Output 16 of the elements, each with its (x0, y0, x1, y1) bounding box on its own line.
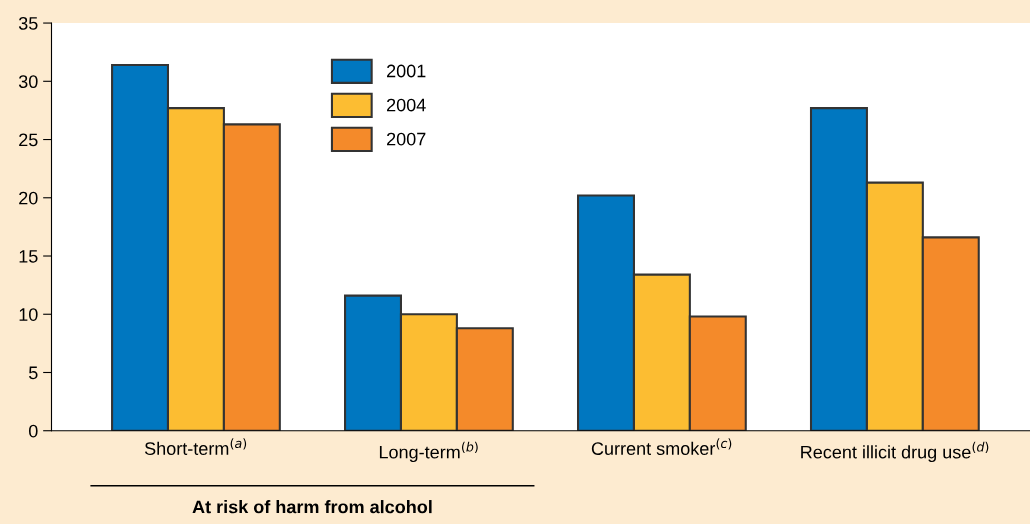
y-tick-label: 30 (18, 75, 38, 89)
x-tick-label: Short-term$^{(a)}$ (144, 438, 247, 455)
legend-label: 2001 (387, 64, 426, 78)
y-tick-label: 20 (19, 191, 38, 205)
legend-label: 2004 (387, 98, 426, 112)
legend-label: 2007 (387, 132, 426, 146)
y-tick-label: 15 (19, 250, 38, 263)
y-tick-label: 35 (18, 16, 38, 30)
text: At risk of harm from alcohol (192, 500, 432, 514)
y-tick-label: 10 (19, 308, 38, 321)
y-tick-label: 25 (19, 133, 38, 147)
x-tick-label: Recent illicit drug use$^{(d)}$ (801, 441, 989, 463)
y-tick-label: 5 (28, 366, 38, 380)
y-tick-label: 0 (28, 424, 38, 438)
x-tick-label: Current smoker$^{(c)}$ (591, 438, 732, 455)
x-tick-label: Long-term$^{(b)}$ (379, 441, 478, 463)
